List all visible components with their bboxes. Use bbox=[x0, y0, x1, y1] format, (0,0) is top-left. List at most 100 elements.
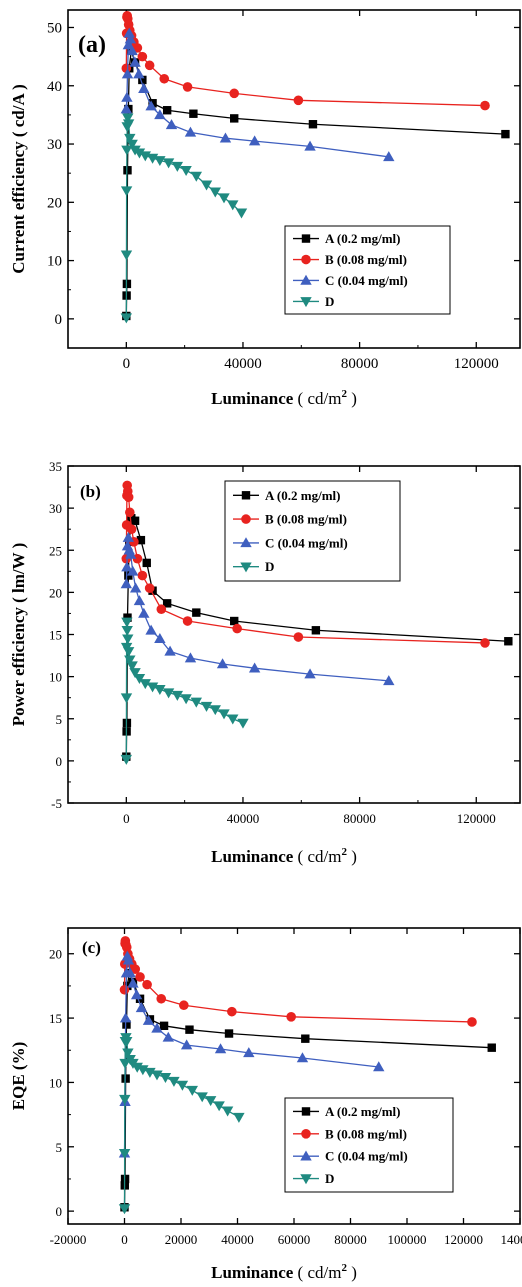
data-point bbox=[126, 661, 138, 672]
data-point bbox=[121, 626, 133, 636]
x-axis-title-main: Luminance bbox=[211, 847, 297, 866]
data-point bbox=[243, 1047, 255, 1058]
y-axis-title: Power efficiency ( lm/W ) bbox=[9, 543, 28, 726]
data-point bbox=[119, 1094, 131, 1105]
data-point bbox=[311, 626, 321, 635]
data-point bbox=[209, 187, 221, 198]
data-point bbox=[144, 583, 155, 593]
data-point bbox=[131, 1062, 143, 1073]
data-point bbox=[122, 531, 135, 542]
y-tick-label: 40 bbox=[47, 79, 62, 95]
data-point bbox=[126, 139, 138, 150]
y-tick-label: 0 bbox=[55, 312, 63, 328]
data-point bbox=[142, 1014, 155, 1025]
data-point bbox=[120, 186, 133, 197]
data-point bbox=[121, 561, 133, 572]
data-point bbox=[159, 73, 170, 84]
data-point bbox=[296, 1052, 309, 1063]
chart-panel-a: 0 40000 80000 120000 0 10 20 30 40 50 Current effi… bbox=[9, 9, 521, 408]
data-point bbox=[123, 27, 135, 38]
data-point bbox=[133, 148, 146, 159]
y-tick-label: 15 bbox=[49, 1011, 62, 1026]
data-point bbox=[138, 607, 150, 618]
x-tick-label: 120000 bbox=[444, 1232, 483, 1247]
data-point bbox=[176, 1080, 189, 1091]
data-point bbox=[162, 1031, 174, 1042]
y-axis-title: Current efficiency ( cd/A ) bbox=[9, 84, 28, 273]
data-point bbox=[237, 718, 249, 729]
x-tick-label: 100000 bbox=[388, 1232, 427, 1247]
data-point bbox=[124, 548, 137, 559]
x-axis-title-unit: ( cd/m bbox=[298, 847, 342, 866]
y-tick-label: 35 bbox=[49, 459, 62, 474]
data-point bbox=[121, 91, 133, 102]
data-point bbox=[121, 68, 134, 79]
series-line bbox=[125, 33, 389, 158]
y-tick-label: 0 bbox=[56, 754, 63, 769]
legend-label: A (0.2 mg/ml) bbox=[265, 488, 340, 503]
data-point bbox=[162, 688, 175, 699]
x-axis-title-unit: ( cd/m bbox=[298, 389, 342, 408]
data-point bbox=[122, 119, 135, 130]
data-point bbox=[137, 51, 148, 62]
data-point bbox=[129, 56, 141, 67]
data-point bbox=[124, 133, 136, 144]
series-d bbox=[120, 113, 248, 324]
series-b bbox=[121, 11, 490, 111]
data-point bbox=[136, 535, 146, 545]
legend-box bbox=[224, 480, 401, 582]
data-point bbox=[467, 1017, 477, 1027]
data-point bbox=[118, 1204, 131, 1215]
data-point bbox=[218, 709, 230, 720]
chart-panel-b: 0 40000 80000 120000 -5 0 5 10 15 20 25 30 35 Power e… bbox=[9, 459, 521, 866]
data-point bbox=[200, 701, 213, 712]
data-point bbox=[248, 135, 261, 146]
data-point bbox=[129, 582, 142, 593]
x-tick-label: 120000 bbox=[457, 811, 496, 826]
data-point bbox=[301, 1034, 310, 1043]
legend-item: B (0.08 mg/ml) bbox=[233, 512, 347, 527]
data-point bbox=[164, 645, 176, 656]
data-point bbox=[133, 595, 146, 606]
data-point bbox=[480, 100, 490, 111]
series-line bbox=[123, 956, 379, 1154]
data-point bbox=[373, 1061, 385, 1072]
y-tick-label: 25 bbox=[49, 543, 62, 558]
x-axis-title-close: ) bbox=[347, 1263, 357, 1282]
y-tick-label: 20 bbox=[47, 195, 62, 211]
data-point bbox=[186, 1085, 198, 1096]
data-point bbox=[227, 714, 239, 725]
data-point bbox=[120, 103, 133, 114]
x-axis-title-sup: 2 bbox=[341, 846, 347, 858]
y-tick-label: 20 bbox=[49, 585, 62, 600]
data-point bbox=[126, 524, 137, 534]
data-point bbox=[308, 120, 318, 129]
legend-label: B (0.08 mg/ml) bbox=[325, 252, 407, 267]
chart-panel-c: -20000 0 20000 40000 60000 80000 100000 120000 1… bbox=[9, 927, 522, 1282]
x-tick-label: 20000 bbox=[165, 1232, 198, 1247]
data-point bbox=[235, 208, 248, 219]
data-point bbox=[119, 1012, 132, 1023]
data-point bbox=[182, 616, 193, 626]
legend-item: D bbox=[293, 1171, 334, 1186]
data-point bbox=[230, 616, 239, 626]
data-point bbox=[200, 180, 213, 191]
data-point bbox=[383, 151, 395, 162]
legend-marker bbox=[301, 1107, 311, 1116]
y-tick-label: 30 bbox=[49, 501, 62, 516]
data-point bbox=[219, 132, 232, 143]
legend-item: A (0.2 mg/ml) bbox=[293, 1104, 400, 1119]
x-tick-label: 80000 bbox=[334, 1232, 367, 1247]
data-point bbox=[120, 693, 133, 704]
legend-marker bbox=[241, 514, 251, 524]
data-point bbox=[137, 1065, 149, 1076]
y-tick-label: 15 bbox=[49, 628, 62, 643]
panel-label: (a) bbox=[78, 32, 106, 58]
legend-label: D bbox=[325, 1171, 334, 1186]
data-point bbox=[154, 156, 166, 167]
data-point bbox=[156, 604, 167, 615]
legend-marker bbox=[300, 1150, 312, 1161]
y-tick-label: 20 bbox=[49, 947, 62, 962]
legend-label: B (0.08 mg/ml) bbox=[325, 1126, 407, 1141]
legend-marker bbox=[301, 254, 311, 265]
